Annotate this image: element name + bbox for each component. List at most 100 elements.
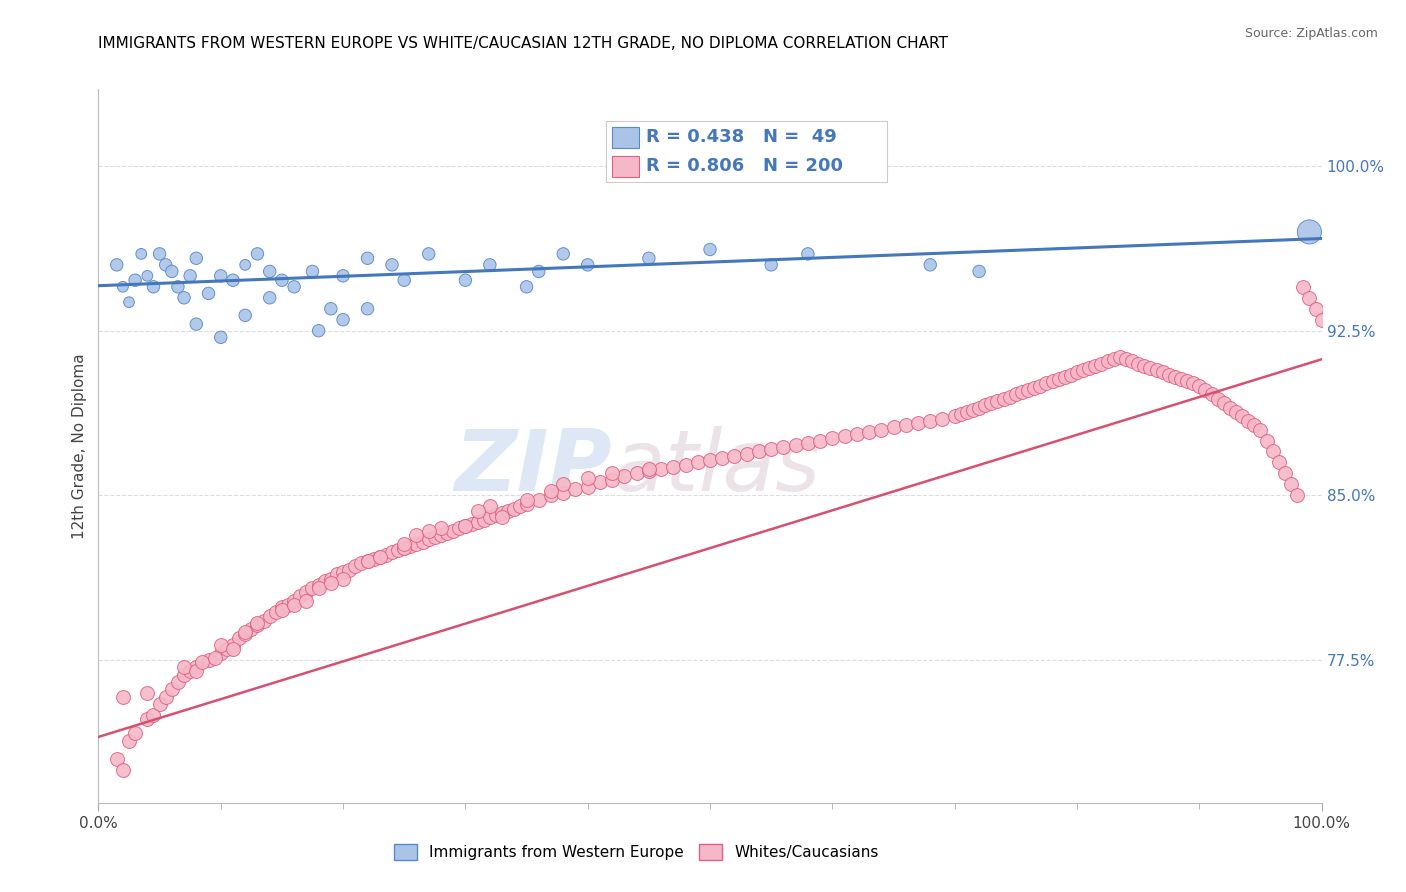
Point (368, 549, 391, 564)
Point (870, 423, 893, 437)
Point (1139, 361, 1161, 376)
Point (1188, 378, 1211, 392)
Point (204, 651, 226, 665)
Point (186, 664, 208, 678)
Point (967, 401, 990, 415)
Point (233, 626, 256, 640)
Point (197, 286, 219, 301)
Point (467, 515, 489, 529)
Point (167, 280, 190, 294)
Point (405, 537, 427, 551)
Point (186, 317, 208, 331)
Point (337, 563, 360, 577)
Point (173, 291, 195, 305)
Point (326, 567, 349, 582)
Point (980, 396, 1002, 410)
Point (576, 471, 599, 485)
Point (1219, 401, 1241, 415)
Point (1237, 414, 1260, 428)
Point (626, 467, 648, 481)
Point (399, 539, 422, 553)
Point (974, 398, 997, 412)
Point (105, 752, 128, 766)
Point (845, 426, 868, 441)
Point (142, 280, 165, 294)
Point (1225, 405, 1247, 419)
Text: ZIP: ZIP (454, 425, 612, 509)
Point (215, 642, 238, 657)
Point (772, 440, 794, 454)
Point (650, 462, 672, 476)
Point (1286, 488, 1309, 502)
Point (441, 524, 464, 538)
Point (637, 252, 661, 266)
Point (356, 554, 378, 568)
Point (1060, 368, 1083, 382)
Point (1053, 369, 1076, 384)
Point (374, 548, 396, 562)
Point (368, 549, 391, 564)
Point (1108, 350, 1130, 364)
Point (1292, 280, 1315, 294)
Point (209, 638, 232, 652)
Point (209, 330, 232, 344)
Text: R = 0.806   N = 200: R = 0.806 N = 200 (647, 157, 844, 175)
Point (1230, 409, 1253, 424)
Point (797, 247, 820, 261)
Point (478, 510, 501, 524)
Point (1261, 444, 1284, 458)
Point (1090, 357, 1112, 371)
Point (392, 273, 416, 287)
Point (553, 477, 575, 491)
Point (943, 409, 966, 424)
Point (167, 675, 190, 690)
Point (1256, 434, 1278, 448)
Point (392, 541, 416, 555)
Point (1157, 368, 1180, 382)
Point (356, 554, 378, 568)
Point (387, 543, 409, 558)
Point (295, 585, 318, 599)
Point (283, 280, 305, 294)
Point (1042, 374, 1064, 388)
Point (392, 537, 416, 551)
Point (179, 268, 201, 283)
Point (308, 324, 330, 338)
Point (858, 425, 880, 439)
Point (136, 268, 159, 283)
Point (252, 614, 274, 628)
Point (314, 574, 336, 588)
Point (748, 444, 770, 458)
Point (662, 459, 685, 474)
Point (1212, 396, 1234, 410)
Point (332, 572, 354, 586)
Point (834, 429, 856, 443)
Point (412, 534, 434, 549)
Point (319, 576, 342, 591)
Point (564, 482, 586, 496)
Point (186, 252, 208, 266)
Point (136, 686, 159, 700)
Point (1071, 363, 1094, 377)
Point (1164, 369, 1187, 384)
Point (381, 545, 404, 559)
Point (105, 258, 128, 272)
Point (491, 510, 513, 524)
Point (301, 264, 323, 278)
Point (1078, 361, 1101, 376)
Point (149, 247, 172, 261)
Legend: Immigrants from Western Europe, Whites/Caucasians: Immigrants from Western Europe, Whites/C… (388, 838, 886, 866)
Point (993, 392, 1015, 406)
Point (246, 618, 269, 632)
Point (496, 504, 519, 518)
Point (405, 528, 427, 542)
Point (454, 519, 477, 533)
Point (1152, 366, 1174, 380)
Point (454, 273, 477, 287)
Point (332, 268, 354, 283)
Point (283, 594, 305, 608)
Point (1047, 372, 1070, 386)
Point (1146, 363, 1168, 377)
Point (332, 566, 354, 580)
Point (576, 258, 599, 272)
